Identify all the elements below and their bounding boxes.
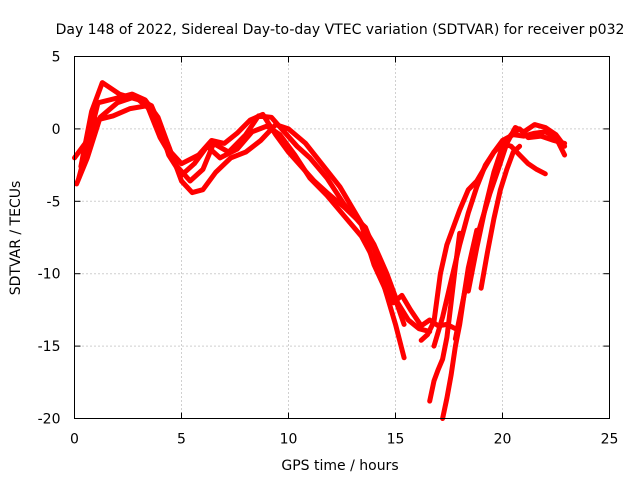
x-tick-label: 25 <box>601 432 619 448</box>
x-tick-label: 15 <box>387 432 405 448</box>
x-tick-label: 5 <box>177 432 186 448</box>
x-tick-label: 10 <box>280 432 298 448</box>
x-axis-label: GPS time / hours <box>281 458 398 474</box>
series-group <box>72 80 568 421</box>
axis-ticks: 0 5 10 15 20 25 -20 -15 -10 -5 0 5 <box>38 50 619 448</box>
y-tick-label: 0 <box>52 122 61 138</box>
plot-frame <box>74 56 610 419</box>
x-tick-label: 20 <box>494 432 512 448</box>
grid <box>74 56 610 419</box>
chart-title: Day 148 of 2022, Sidereal Day-to-day VTE… <box>56 22 625 38</box>
y-tick-label: -5 <box>47 194 61 210</box>
series-line-track-8 <box>431 140 548 349</box>
y-axis-label: SDTVAR / TECUs <box>8 181 24 296</box>
x-tick-label: 0 <box>70 432 79 448</box>
y-tick-label: -15 <box>38 339 61 355</box>
series-line-track-10 <box>465 126 568 294</box>
y-tick-label: -10 <box>38 267 61 283</box>
series-line-track-4 <box>76 91 458 332</box>
series-line-track-11 <box>478 143 523 291</box>
y-tick-label: 5 <box>52 50 61 66</box>
y-tick-label: -20 <box>38 412 61 428</box>
